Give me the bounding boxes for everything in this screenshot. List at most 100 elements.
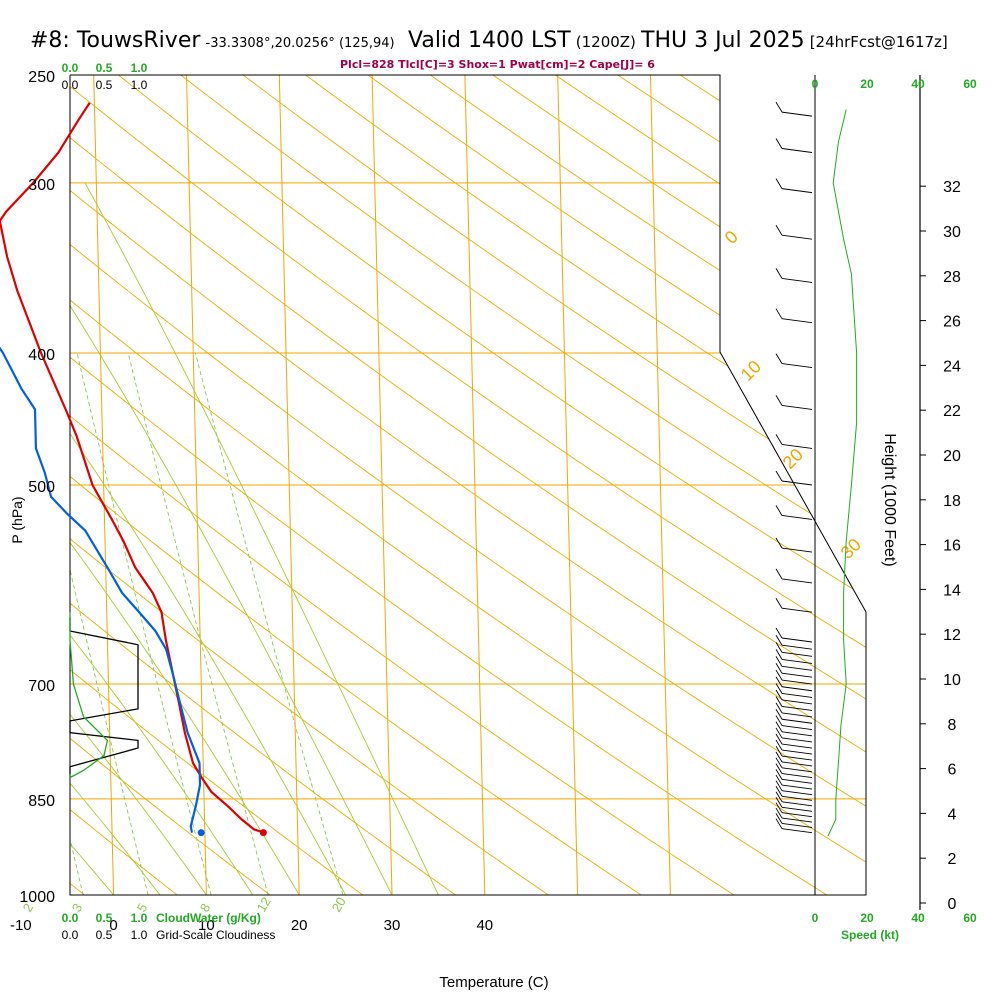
wind-barb (781, 828, 813, 834)
date-label: THU 3 Jul 2025 (641, 28, 805, 53)
cloudiness-scale-top: 1.0 (131, 78, 148, 92)
station-title: #8: TouwsRiver (30, 28, 201, 53)
wind-barb (781, 188, 813, 194)
wind-barb (781, 767, 813, 773)
x-tick-label: 0 (109, 917, 117, 934)
wind-barb (781, 547, 813, 553)
wind-speed-tick-top: 20 (860, 77, 874, 91)
x-tick-label: 20 (291, 917, 308, 934)
wind-barb-flag (775, 733, 783, 745)
wind-barb-flag (775, 774, 783, 786)
wind-barb-flag (775, 101, 783, 113)
plot-area (0, 75, 866, 895)
wind-barb-flag (775, 505, 783, 516)
wind-barb (781, 148, 813, 153)
wind-barb-flag (775, 598, 783, 609)
dry-adiabat (70, 75, 642, 895)
cloudiness-scale-bottom: 0.0 (62, 928, 79, 942)
wind-barb (781, 784, 813, 790)
wind-barb-flag (775, 786, 783, 797)
y-tick-label: 700 (28, 678, 55, 695)
mixing-ratio-line (0, 353, 34, 895)
wind-barb-flag (775, 791, 783, 803)
wind-barb (781, 277, 813, 283)
dry-adiabat (70, 75, 866, 895)
cloud-water-scale-top: 0.0 (62, 61, 79, 75)
wind-barb-flag (775, 780, 783, 791)
x-tick-label: 40 (476, 917, 493, 934)
wind-barb-flag (775, 739, 783, 751)
wind-barb (781, 637, 813, 643)
wind-barb-flag (775, 802, 783, 813)
cloud-water-scale-bottom: 0.0 (62, 911, 79, 925)
cloudiness-scale-bottom: 1.0 (131, 928, 148, 942)
wind-barb (781, 731, 813, 737)
wind-barb (781, 404, 813, 410)
dewpoint-profile (0, 346, 202, 833)
wind-barb (781, 363, 813, 369)
surface-dewpoint-dot (197, 829, 205, 837)
wind-speed-tick-bottom: 60 (963, 911, 977, 925)
y-axis-label: P (hPa) (9, 496, 25, 543)
wind-speed-tick-top: 0 (812, 77, 819, 91)
isotherm-line (278, 75, 300, 895)
wind-barb (781, 795, 813, 801)
plot-frame (69, 74, 867, 896)
wind-barb (781, 111, 813, 117)
moist-adiabat (84, 182, 439, 895)
wind-barb (781, 651, 813, 657)
valid-time: Valid 1400 LST (1200Z) THU 3 Jul 2025 [2… (408, 28, 948, 53)
cloud-water-label: CloudWater (g/Kg) (156, 911, 261, 925)
wind-barb (781, 672, 813, 678)
y-tick-label: 250 (28, 69, 55, 86)
moist-adiabat (70, 182, 161, 895)
dry-adiabat (70, 75, 828, 895)
dry-adiabat (367, 75, 866, 895)
wind-barb (781, 699, 813, 705)
chart-header: #8: TouwsRiver -33.3308°,20.0256° (125,9… (30, 28, 395, 53)
wind-speed-tick-bottom: 20 (860, 911, 874, 925)
wind-barb (781, 737, 813, 743)
height-tick-label: 8 (948, 717, 957, 734)
mixing-ratio-line (76, 352, 212, 895)
height-tick-label: 26 (943, 314, 961, 331)
wind-barb-flag (775, 751, 783, 763)
wind-barb-flag (775, 807, 783, 819)
y-tick-label: 500 (28, 479, 55, 496)
wind-barb (781, 692, 813, 698)
wind-barb-flag (775, 138, 783, 149)
wind-barb (781, 773, 813, 779)
wind-barb-flag (775, 727, 783, 739)
dry-adiabat (70, 75, 866, 895)
cloudiness-scale-top: 0.0 (62, 78, 79, 92)
wind-barb (781, 743, 813, 749)
wind-barb (781, 578, 813, 584)
wind-barb-flag (775, 696, 783, 707)
height-tick-label: 22 (943, 403, 961, 420)
y-tick-label: 1000 (19, 889, 55, 906)
forecast-label: [24hrFcst@1617z] (809, 33, 948, 51)
moist-adiabat (70, 182, 300, 895)
wind-barb (781, 725, 813, 730)
moist-adiabat (70, 182, 346, 895)
wind-speed-axis-label: Speed (kt) (841, 928, 899, 942)
wind-barb-flag (775, 662, 783, 674)
wind-barb-flag (775, 656, 783, 667)
y-tick-label: 400 (28, 347, 55, 364)
x-tick-label: 30 (384, 917, 401, 934)
wind-barb (781, 686, 813, 692)
mixing-ratio-line (194, 352, 344, 895)
height-tick-label: 12 (943, 627, 961, 644)
cloudiness-scale-top: 0.5 (96, 78, 113, 92)
wind-barb-flag (775, 745, 783, 757)
height-tick-label: 14 (943, 582, 961, 599)
cloudiness-profile (69, 616, 139, 774)
wind-barb-flag (775, 268, 783, 279)
wind-barb-flag (775, 434, 783, 445)
wind-barb (781, 712, 813, 718)
height-tick-label: 28 (943, 269, 961, 286)
dry-adiabat (70, 75, 866, 895)
dry-adiabat (70, 75, 735, 895)
wind-barb-flag (775, 757, 783, 769)
y-tick-label: 300 (28, 177, 55, 194)
